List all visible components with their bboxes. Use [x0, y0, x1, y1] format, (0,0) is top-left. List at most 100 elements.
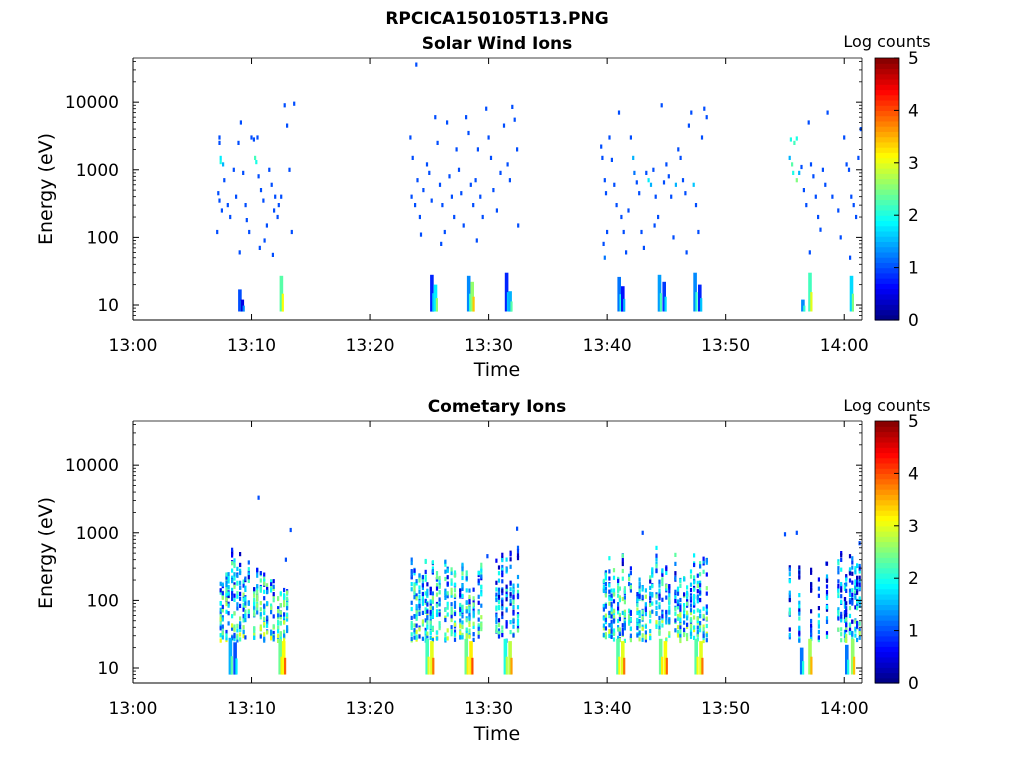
- data-cell: [638, 589, 641, 594]
- y-tick-label: 10: [97, 296, 119, 316]
- data-cell: [438, 590, 441, 595]
- data-cell: [674, 571, 677, 576]
- data-cell: [856, 579, 859, 584]
- data-cell: [644, 612, 647, 617]
- data-cell: [668, 609, 671, 614]
- colorbar-frame: [874, 57, 900, 321]
- data-cell: [481, 214, 484, 220]
- data-cell: [233, 637, 236, 642]
- data-cell: [817, 620, 820, 625]
- data-cell: [497, 599, 501, 604]
- y-tick-label: 1000: [76, 161, 119, 181]
- data-cell: [450, 629, 453, 634]
- data-cell: [689, 623, 693, 628]
- data-cell: [283, 629, 286, 634]
- colorbar-segment: [875, 99, 899, 106]
- colorbar-label: Log counts: [843, 396, 930, 415]
- data-cell: [239, 591, 242, 596]
- data-cell: [502, 123, 506, 128]
- data-cell: [623, 622, 626, 627]
- data-cell: [259, 626, 262, 631]
- data-cell: [424, 574, 427, 579]
- data-cell: [219, 607, 222, 612]
- data-cell: [225, 580, 228, 585]
- energy-stripe: [701, 657, 704, 675]
- data-cell: [421, 636, 424, 641]
- data-cell: [254, 155, 257, 160]
- energy-stripe: [694, 638, 698, 675]
- data-cell: [497, 622, 501, 628]
- data-cell: [689, 603, 693, 608]
- data-cell: [627, 208, 630, 213]
- data-cell: [845, 582, 848, 587]
- data-cell: [649, 591, 652, 596]
- data-cell: [247, 578, 250, 583]
- colorbar-segment: [875, 246, 899, 253]
- data-cell: [837, 583, 840, 589]
- data-cell: [435, 592, 439, 597]
- data-cell: [472, 621, 475, 626]
- data-cell: [516, 548, 520, 554]
- data-cell: [665, 595, 668, 600]
- data-cell: [621, 553, 624, 558]
- data-cell: [696, 616, 699, 621]
- data-cell: [266, 630, 269, 635]
- data-cell: [608, 569, 611, 574]
- data-cell: [602, 578, 605, 583]
- data-cell: [661, 611, 664, 616]
- data-cell: [236, 591, 239, 596]
- data-cell: [418, 600, 421, 605]
- data-cell: [679, 608, 682, 613]
- data-cell: [696, 599, 699, 604]
- data-cell: [825, 561, 829, 566]
- data-cell: [222, 162, 225, 167]
- data-cell: [623, 595, 626, 600]
- data-cell: [658, 625, 661, 630]
- data-cell: [242, 614, 245, 619]
- data-cell: [516, 545, 520, 550]
- data-cell: [651, 584, 654, 589]
- colorbar-segment: [875, 162, 899, 169]
- colorbar-segment: [875, 314, 899, 321]
- data-cell: [840, 551, 843, 556]
- data-cell: [610, 629, 613, 634]
- data-cell: [252, 137, 255, 142]
- data-cell: [426, 609, 429, 614]
- data-cell: [617, 586, 620, 591]
- data-cell: [414, 203, 417, 208]
- data-cell: [256, 573, 259, 578]
- data-cell: [686, 636, 689, 642]
- data-cell: [236, 638, 239, 643]
- data-cell: [469, 182, 472, 187]
- data-cell: [219, 617, 222, 622]
- data-cell: [679, 613, 682, 618]
- colorbar-segment: [875, 110, 899, 117]
- data-cell: [845, 606, 848, 611]
- data-cell: [655, 594, 658, 599]
- data-cell: [242, 605, 245, 610]
- data-cell: [497, 578, 501, 583]
- data-cell: [856, 563, 859, 569]
- data-cell: [239, 568, 242, 573]
- data-cell: [242, 625, 245, 630]
- data-cell: [602, 584, 605, 590]
- colorbar-segment: [875, 293, 899, 300]
- colorbar-segment: [875, 89, 899, 96]
- data-cell: [858, 569, 861, 574]
- data-cell: [788, 627, 791, 632]
- data-cell: [512, 600, 515, 605]
- data-cell: [668, 584, 671, 589]
- colorbar-segment: [875, 441, 899, 448]
- colorbar-segment: [875, 115, 899, 122]
- data-cell: [638, 630, 641, 635]
- colorbar-segment: [875, 168, 899, 174]
- data-cell: [435, 586, 439, 591]
- data-cell: [791, 162, 794, 167]
- colorbar-segment: [875, 436, 899, 443]
- data-cell: [219, 581, 222, 586]
- data-cell: [667, 174, 670, 179]
- data-cell: [239, 596, 242, 601]
- data-cell: [644, 635, 647, 640]
- data-cell: [845, 623, 848, 628]
- data-cell: [798, 638, 801, 643]
